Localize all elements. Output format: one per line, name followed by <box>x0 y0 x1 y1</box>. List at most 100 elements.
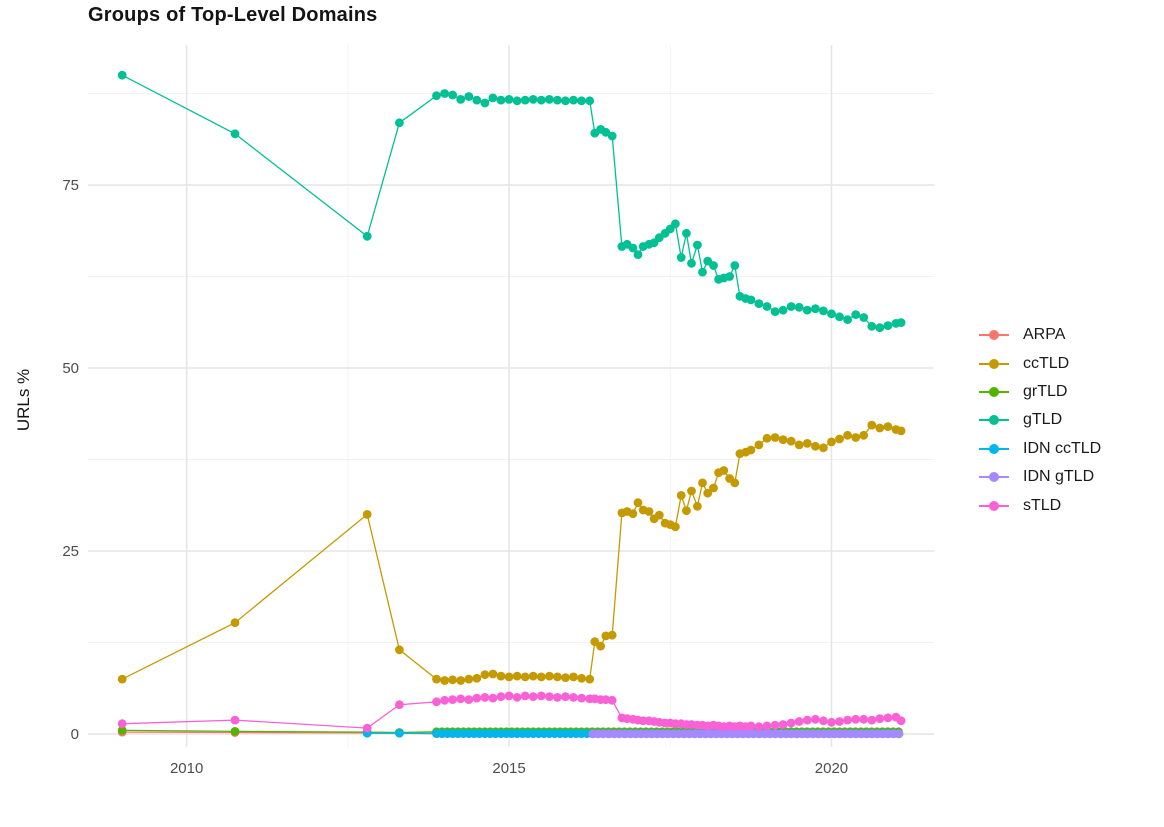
data-point-stld <box>746 721 756 731</box>
legend-label-grtld: grTLD <box>1023 382 1068 400</box>
data-point-cctld <box>682 506 691 516</box>
legend-label-cctld: ccTLD <box>1023 354 1070 372</box>
data-point-gtld <box>802 305 812 315</box>
data-point-cctld <box>585 674 595 684</box>
y-tick-label: 50 <box>62 360 79 377</box>
data-point-gtld <box>687 258 696 268</box>
data-point-gtld <box>682 228 691 238</box>
data-point-cctld <box>703 488 713 498</box>
data-point-stld <box>456 694 466 704</box>
legend-key-grtld-icon <box>979 386 1009 397</box>
y-tick-label: 25 <box>62 543 79 560</box>
data-point-gtld <box>671 219 680 229</box>
data-point-gtld <box>440 89 449 98</box>
data-point-gtld <box>607 131 617 141</box>
data-point-stld <box>770 720 780 730</box>
series-cctld <box>117 420 906 685</box>
legend-item-idn-gtld: IDN gTLD <box>978 463 1101 491</box>
data-point-gtld <box>577 96 586 106</box>
data-point-gtld <box>536 95 546 105</box>
data-point-gtld <box>230 129 240 139</box>
legend-key-arpa-icon <box>979 330 1009 341</box>
data-point-gtld <box>472 95 482 105</box>
data-point-cctld <box>464 674 474 684</box>
data-point-stld <box>561 692 570 701</box>
data-point-cctld <box>448 675 457 685</box>
x-tick-label: 2010 <box>170 760 203 777</box>
data-point-stld <box>778 720 788 729</box>
data-point-cctld <box>536 672 546 682</box>
data-point-gtld <box>819 306 828 316</box>
data-point-gtld <box>633 250 643 259</box>
legend-label-arpa: ARPA <box>1023 326 1066 344</box>
data-point-gtld <box>456 95 466 104</box>
data-point-cctld <box>719 466 729 475</box>
data-point-cctld <box>472 673 482 683</box>
data-point-stld <box>875 714 885 723</box>
legend-label-idn-cctld: IDN ccTLD <box>1023 439 1102 457</box>
data-point-cctld <box>601 631 611 641</box>
data-point-cctld <box>835 434 844 444</box>
data-point-cctld <box>859 430 869 440</box>
data-point-gtld <box>883 321 893 330</box>
data-point-stld <box>835 717 844 726</box>
data-point-stld <box>395 700 404 710</box>
data-point-grtld <box>117 725 127 735</box>
data-point-gtld <box>561 96 570 106</box>
data-point-idn-cctld <box>395 728 404 738</box>
data-point-gtld <box>811 304 820 314</box>
data-point-gtld <box>395 118 404 128</box>
data-point-gtld <box>730 261 740 270</box>
data-point-stld <box>545 692 554 701</box>
data-point-cctld <box>794 440 804 450</box>
data-point-gtld <box>786 302 796 311</box>
legend-item-grtld: grTLD <box>978 378 1101 406</box>
gridlines-major <box>88 45 934 747</box>
data-point-gtld <box>698 267 707 277</box>
data-point-cctld <box>843 430 852 440</box>
data-point-cctld <box>633 498 643 508</box>
data-point-cctld <box>770 433 780 442</box>
data-point-stld <box>496 692 506 701</box>
data-point-gtld <box>464 92 474 101</box>
data-point-stld <box>553 693 562 702</box>
data-point-stld <box>896 716 906 726</box>
series-stld <box>117 691 906 733</box>
data-point-cctld <box>545 671 554 681</box>
gridlines-minor <box>88 45 934 747</box>
data-point-stld <box>440 695 449 705</box>
data-point-gtld <box>528 95 538 104</box>
data-point-stld <box>512 693 522 702</box>
data-point-stld <box>464 695 474 704</box>
data-point-cctld <box>230 618 240 628</box>
data-point-cctld <box>786 436 796 446</box>
legend-item-stld: sTLD <box>978 491 1101 519</box>
data-point-stld <box>883 713 893 723</box>
legend-key-cctld-icon <box>979 358 1009 369</box>
data-point-stld <box>607 695 617 705</box>
data-point-cctld <box>762 433 772 443</box>
data-point-gtld <box>827 309 836 319</box>
data-point-gtld <box>117 70 127 80</box>
series-gtld <box>117 70 906 333</box>
data-point-stld <box>762 721 772 731</box>
data-point-stld <box>827 717 836 727</box>
legend-key-gtld-icon <box>979 415 1009 426</box>
data-point-cctld <box>456 676 466 685</box>
data-point-cctld <box>671 522 680 532</box>
data-point-stld <box>230 715 240 725</box>
legend-item-cctld: ccTLD <box>978 349 1101 377</box>
data-point-gtld <box>794 302 804 312</box>
data-point-cctld <box>827 437 836 447</box>
data-point-gtld <box>585 96 595 106</box>
data-point-idn-gtld <box>894 729 904 739</box>
data-point-stld <box>786 718 796 728</box>
data-point-cctld <box>709 483 718 493</box>
data-point-gtld <box>520 95 530 105</box>
data-point-stld <box>754 722 764 732</box>
data-point-cctld <box>432 674 441 684</box>
data-point-stld <box>867 715 877 725</box>
data-point-cctld <box>496 671 506 681</box>
data-point-cctld <box>693 501 702 511</box>
